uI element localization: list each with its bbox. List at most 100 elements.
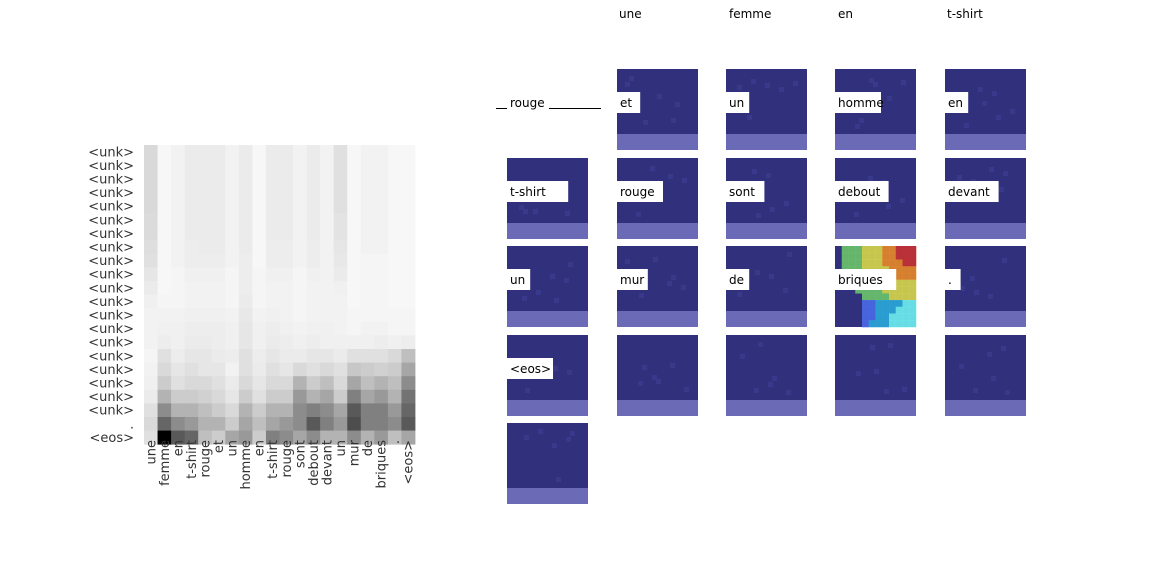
heatmap-cell — [144, 199, 158, 214]
heatmap-cell — [225, 321, 240, 336]
heatmap-cell — [238, 226, 253, 241]
heatmap-cell — [401, 226, 416, 241]
heatmap-cell — [171, 321, 186, 336]
heatmap-cell — [211, 226, 226, 241]
heatmap-y-tick-label: <unk> — [88, 309, 134, 324]
heatmap-cell — [238, 281, 253, 295]
heatmap-cell — [144, 145, 158, 159]
heatmap-cell — [238, 430, 253, 445]
heatmap-cell — [157, 185, 172, 200]
heatmap-cell — [401, 158, 416, 173]
heatmap-cell — [184, 199, 199, 214]
heatmap-cell — [225, 158, 240, 173]
heatmap-cell — [387, 349, 402, 363]
heatmap-cell — [293, 362, 307, 377]
heatmap-cell — [279, 253, 294, 268]
heatmap-cell — [374, 403, 389, 418]
heatmap-y-tick-label: <unk> — [88, 254, 134, 269]
heatmap-cell — [360, 430, 375, 445]
heatmap-cell — [293, 389, 307, 404]
heatmap-cell — [374, 362, 389, 377]
heatmap-x-tick-label: rouge — [280, 440, 295, 478]
heatmap-cell — [171, 240, 186, 255]
tile-label-box — [507, 358, 553, 379]
heatmap-cell — [157, 199, 172, 214]
heatmap-cell — [225, 294, 240, 309]
first-tile-label: rouge — [496, 96, 601, 110]
heatmap-y-tick-label: <unk> — [88, 295, 134, 310]
heatmap-x-tick-label: en — [253, 440, 268, 456]
heatmap-cell — [144, 403, 158, 418]
heatmap-cell — [320, 308, 335, 323]
heatmap-cell — [306, 281, 321, 295]
heatmap-cell — [306, 362, 321, 377]
heatmap-cell — [347, 199, 362, 214]
attention-tile — [945, 246, 1026, 327]
heatmap-cell — [401, 281, 416, 295]
heatmap-cell — [306, 417, 321, 431]
heatmap-cell — [198, 253, 213, 268]
heatmap-cell — [374, 281, 389, 295]
heatmap-cell — [306, 294, 321, 309]
heatmap-cell — [252, 362, 267, 377]
heatmap-cell — [211, 185, 226, 200]
heatmap-cell — [265, 253, 280, 268]
heatmap-cell — [320, 335, 335, 350]
heatmap-cell — [225, 172, 240, 187]
heatmap-y-tick-label: <unk> — [88, 322, 134, 337]
heatmap-cell — [211, 335, 226, 350]
heatmap-cell — [171, 362, 186, 377]
heatmap-cell — [225, 267, 240, 282]
heatmap-x-tick-label: de — [361, 440, 376, 456]
heatmap-cell — [238, 294, 253, 309]
heatmap-cell — [347, 158, 362, 173]
heatmap-cell — [265, 376, 280, 391]
heatmap-cell — [171, 417, 186, 431]
heatmap-cell — [144, 281, 158, 295]
heatmap-cell — [184, 389, 199, 404]
attention-tile — [726, 158, 807, 239]
heatmap-cell — [265, 308, 280, 323]
heatmap-cell — [360, 185, 375, 200]
heatmap-cell — [198, 417, 213, 431]
heatmap-cell — [333, 281, 348, 295]
heatmap-cell — [360, 199, 375, 214]
heatmap-cell — [401, 308, 416, 323]
heatmap-cell — [387, 430, 402, 445]
heatmap-cell — [144, 362, 158, 377]
heatmap-cell — [347, 185, 362, 200]
heatmap-x-tick-labels: unefemmeent-shirtrougeetunhommeent-shirt… — [144, 439, 416, 489]
heatmap-cell — [198, 308, 213, 323]
heatmap-cell — [225, 199, 240, 214]
heatmap-cell — [293, 321, 307, 336]
heatmap-cell — [198, 199, 213, 214]
heatmap-y-tick-label: <unk> — [88, 200, 134, 215]
heatmap-y-tick-label: <eos> — [89, 431, 134, 446]
heatmap-cell — [279, 362, 294, 377]
heatmap-cell — [279, 240, 294, 255]
heatmap-cell — [184, 172, 199, 187]
heatmap-cell — [265, 403, 280, 418]
heatmap-cell — [374, 321, 389, 336]
heatmap-cell — [211, 253, 226, 268]
grid-column-header: en — [838, 7, 853, 21]
heatmap-cell — [374, 158, 389, 173]
heatmap-cell — [374, 226, 389, 241]
heatmap-cell — [279, 213, 294, 227]
heatmap-cell — [347, 145, 362, 159]
heatmap-cell — [252, 403, 267, 418]
heatmap-cell — [333, 213, 348, 227]
heatmap-cell — [333, 321, 348, 336]
heatmap-cell — [252, 321, 267, 336]
heatmap-cell — [171, 376, 186, 391]
heatmap-cell — [265, 199, 280, 214]
heatmap-cell — [238, 145, 253, 159]
tile-label: en — [948, 96, 963, 110]
heatmap-cell — [374, 335, 389, 350]
heatmap-cell — [279, 430, 294, 445]
heatmap-cell — [320, 403, 335, 418]
tile-label: debout — [838, 185, 881, 199]
heatmap-cell — [320, 213, 335, 227]
tile-label-box — [507, 269, 531, 290]
